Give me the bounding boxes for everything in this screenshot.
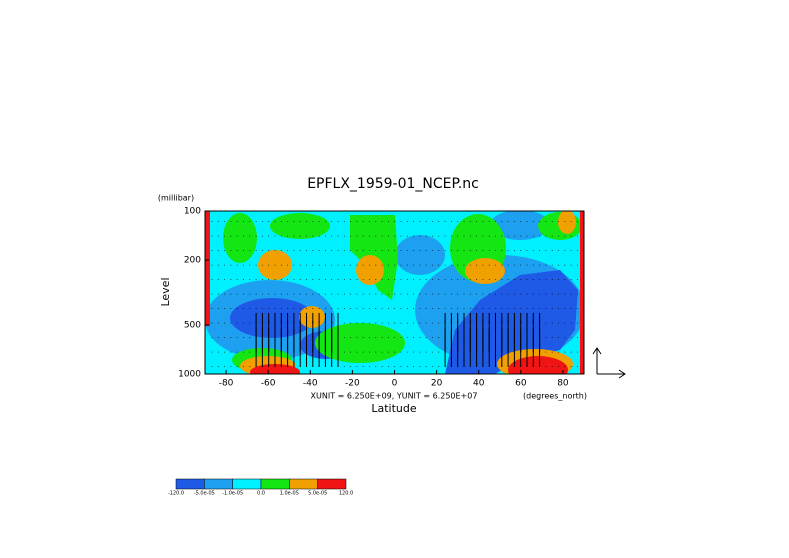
x-tick-label: -20 (345, 379, 360, 389)
x-tick-label: 80 (557, 379, 569, 389)
blob (580, 211, 584, 374)
x-tick-label: 0 (392, 379, 398, 389)
x-unit-label: (degrees_north) (523, 392, 587, 401)
colorbar-segment (204, 478, 233, 490)
colorbar-segment (260, 478, 290, 490)
x-tick-label: -80 (219, 379, 234, 389)
colorbar-segment (317, 478, 347, 490)
vector-arrows (211, 221, 578, 367)
colorbar-segment (232, 478, 262, 490)
blob (558, 211, 576, 234)
ref-arrow-x-head (618, 369, 626, 379)
colorbar-label: 120.0 (339, 491, 353, 497)
x-axis-label: Latitude (371, 402, 417, 415)
blob (230, 298, 314, 338)
blob (205, 211, 210, 326)
x-tick-label: -60 (261, 379, 276, 389)
x-tick-label: 60 (515, 379, 527, 389)
colorbar-label: 1.0e-05 (280, 491, 299, 497)
y-tick-label: 100 (184, 207, 201, 217)
blob (445, 270, 578, 374)
x-tick-label: 20 (431, 379, 443, 389)
y-axis-label: Level (159, 277, 172, 306)
blob (395, 235, 445, 275)
x-tick-label: -40 (303, 379, 318, 389)
colorbar-label: -1.0e-05 (222, 491, 243, 497)
blob (490, 211, 550, 240)
vector-scale-label: XUNIT = 6.250E+09, YUNIT = 6.250E+07 (311, 392, 478, 401)
blob (508, 356, 568, 374)
blob (223, 213, 257, 263)
colorbar-segment (289, 478, 318, 490)
y-unit-label: (millibar) (158, 194, 194, 203)
blob (299, 306, 325, 328)
y-tick-label: 1000 (178, 370, 201, 380)
x-tick-label: 40 (473, 379, 485, 389)
colorbar-segment (175, 478, 205, 490)
chart-title: EPFLX_1959-01_NCEP.nc (307, 176, 479, 192)
blob (465, 258, 505, 284)
contour-field (205, 211, 584, 374)
ref-arrow-y-head (592, 347, 602, 355)
y-tick-label: 200 (184, 256, 201, 266)
blob (315, 323, 405, 363)
blob (356, 255, 384, 285)
blob (270, 213, 330, 239)
vector-reference (592, 347, 626, 379)
y-tick-label: 500 (184, 320, 201, 330)
colorbar-label: 5.0e-05 (308, 491, 327, 497)
colorbar-label: -120.0 (168, 491, 184, 497)
colorbar-label: 0.0 (257, 491, 265, 497)
colorbar-label: -5.0e-05 (194, 491, 215, 497)
